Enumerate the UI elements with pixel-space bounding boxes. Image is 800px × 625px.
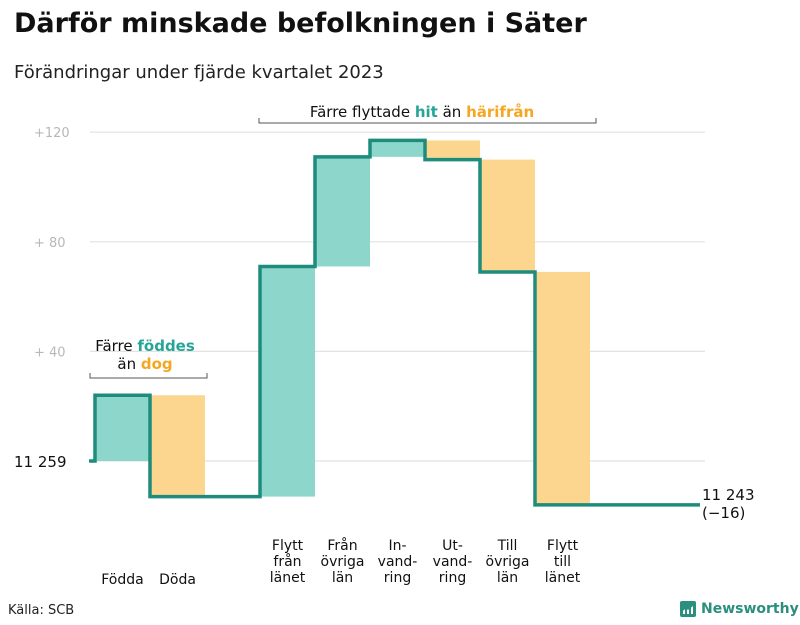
category-label: Flytt: [547, 538, 579, 554]
category-label: övriga: [486, 554, 530, 570]
category-label: Döda: [159, 572, 196, 588]
end-value-label: 11 243: [702, 486, 755, 504]
category-label: län: [497, 570, 518, 586]
waterfall-bar: [370, 140, 425, 157]
end-change-label: (−16): [702, 504, 745, 522]
annotation-births-line1: Färre föddes: [95, 337, 195, 355]
category-label: till: [554, 554, 571, 570]
category-label: ring: [439, 570, 466, 586]
waterfall-bar: [480, 159, 535, 272]
brand-name: Newsworthy: [701, 601, 799, 617]
category-label: län: [332, 570, 353, 586]
category-label: från: [273, 553, 301, 570]
category-label: Födda: [101, 572, 143, 588]
category-label: länet: [545, 570, 581, 586]
waterfall-bar: [425, 140, 480, 160]
start-value-label: 11 259: [14, 453, 67, 471]
waterfall-bar: [315, 156, 370, 267]
annotation-migration: Färre flyttade hit än härifrån: [310, 103, 534, 121]
waterfall-bar: [535, 271, 590, 505]
category-label: vand-: [433, 554, 473, 570]
category-label: Från: [327, 537, 357, 554]
category-label: länet: [270, 570, 306, 586]
category-label: Flytt: [272, 538, 304, 554]
annotation-bracket: [258, 118, 597, 124]
chart-subtitle: Förändringar under fjärde kvartalet 2023: [14, 62, 384, 83]
waterfall-bar: [95, 395, 150, 461]
y-tick-label: + 80: [34, 236, 66, 251]
level-step-line: [89, 138, 700, 507]
category-label: Till: [497, 538, 518, 554]
category-label: In-: [388, 538, 406, 554]
annotation-bracket: [89, 373, 208, 379]
category-label: Ut-: [442, 538, 463, 554]
y-tick-label: +120: [34, 126, 70, 141]
chart-title: Därför minskade befolkningen i Säter: [14, 8, 587, 39]
source-note: Källa: SCB: [8, 603, 75, 618]
waterfall-bar: [150, 395, 205, 497]
category-label: vand-: [378, 554, 418, 570]
category-label: övriga: [321, 554, 365, 570]
y-tick-label: + 40: [34, 345, 66, 360]
brand-logo: Newsworthy: [680, 601, 799, 617]
waterfall-bar: [260, 266, 315, 497]
category-label: ring: [384, 570, 411, 586]
annotation-births-line2: än dog: [117, 355, 172, 373]
bar-chart-icon: [680, 601, 696, 617]
